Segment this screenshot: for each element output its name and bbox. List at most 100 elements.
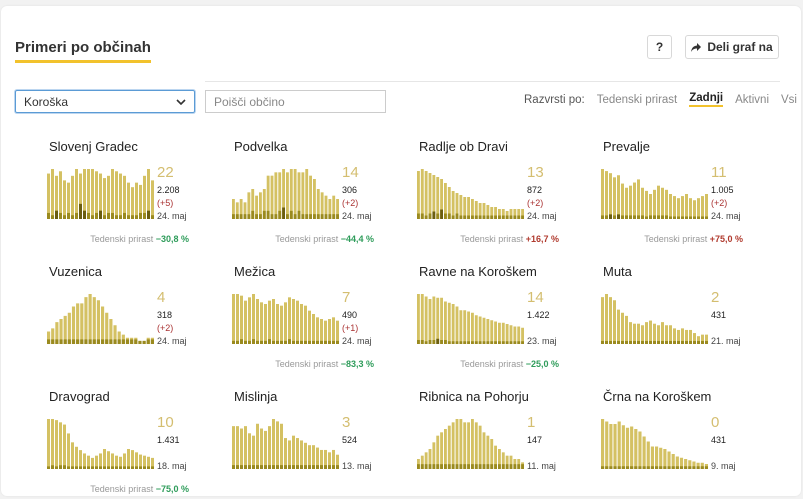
bar	[705, 334, 708, 345]
bar-new	[135, 215, 138, 219]
municipality-panel[interactable]: Mislinja 3 524 13. maj	[232, 389, 409, 499]
sort-option-active[interactable]: Aktivni	[735, 93, 770, 106]
total-value: 1.422	[527, 310, 550, 320]
bar	[605, 294, 608, 344]
bar-new	[420, 340, 424, 344]
bar	[101, 306, 105, 344]
bar-new	[107, 212, 110, 219]
bar	[494, 321, 497, 344]
bar	[490, 320, 494, 344]
bar	[75, 169, 78, 219]
bar-new	[240, 465, 243, 469]
bar-new	[55, 466, 58, 469]
weekly-growth-label: Tedenski prirast	[644, 234, 710, 244]
bar-new	[621, 215, 624, 219]
bar-new	[609, 214, 612, 220]
bar-new	[689, 216, 692, 219]
municipality-panel[interactable]: Črna na Koroškem 0 431 9. maj	[601, 389, 778, 499]
help-button[interactable]: ?	[647, 35, 672, 59]
bar	[95, 455, 98, 469]
bar	[71, 442, 74, 469]
municipality-panel[interactable]: Dravograd 10 1.431 18. maj Tedenski prirast …	[47, 389, 224, 499]
bar-new	[701, 340, 704, 344]
bar	[232, 426, 235, 469]
bar-new	[653, 340, 656, 344]
total-value: 1.431	[157, 435, 180, 445]
bar-new	[139, 212, 142, 219]
date-value: 24. maj	[342, 211, 372, 221]
bar	[700, 462, 704, 469]
bar	[268, 300, 271, 344]
bar-new	[107, 466, 110, 469]
municipality-panel[interactable]: Radlje ob Dravi 13 872 (+2) 24. maj Tedenski …	[417, 139, 594, 249]
bar-new	[649, 340, 652, 344]
municipality-panel[interactable]: Ravne na Koroškem 14 1.422 23. maj Tedenski …	[417, 264, 594, 374]
bar-new	[276, 340, 279, 344]
bar-new	[653, 215, 656, 219]
bar-new	[613, 215, 616, 219]
bar-new	[490, 464, 494, 469]
bar	[91, 457, 94, 469]
municipality-panel[interactable]: Vuzenica 4 318 (+2) 24. maj	[47, 264, 224, 374]
bar	[440, 297, 443, 344]
bar	[316, 189, 320, 219]
bar-new	[455, 464, 459, 469]
bar	[705, 194, 708, 219]
sort-option-all[interactable]: Vsi	[781, 93, 797, 106]
bar-new	[455, 213, 459, 219]
bar-new	[467, 341, 470, 344]
municipality-panel[interactable]: Prevalje 11 1.005 (+2) 24. maj Tedenski prira…	[601, 139, 778, 249]
bar-new	[236, 340, 239, 344]
sort-option-latest[interactable]: Zadnji	[689, 92, 724, 107]
bar-new	[605, 466, 609, 469]
bar-new	[63, 339, 67, 345]
share-button[interactable]: Deli graf na	[685, 35, 779, 59]
bar	[268, 426, 271, 469]
bar	[139, 454, 142, 469]
bar	[92, 297, 96, 345]
bar	[297, 172, 301, 219]
bar-new	[613, 340, 616, 344]
region-select[interactable]: Koroška	[15, 90, 195, 113]
bar	[308, 310, 311, 344]
bar-new	[139, 466, 142, 469]
bar-new	[451, 341, 455, 344]
bar-new	[517, 341, 521, 344]
bar-new	[420, 213, 424, 219]
search-input[interactable]: Poišči občino	[205, 90, 386, 113]
bar-new	[705, 340, 708, 344]
bar	[613, 424, 617, 469]
bar	[663, 449, 667, 469]
bar-new	[286, 214, 289, 219]
bar	[679, 457, 684, 469]
bar-chart	[232, 169, 339, 219]
bar	[613, 177, 616, 219]
bar	[255, 195, 258, 219]
sort-option-weekly[interactable]: Tedenski prirast	[596, 93, 678, 106]
municipality-panel[interactable]: Podvelka 14 306 (+2) 24. maj Tedenski prirast…	[232, 139, 409, 249]
bar	[432, 442, 436, 469]
municipality-panel[interactable]: Slovenj Gradec 22 2.208 (+5) 24. maj Tedenski…	[47, 139, 224, 249]
bar-new	[47, 466, 50, 469]
bar-new	[417, 464, 420, 469]
municipality-panel[interactable]: Mežica 7 490 (+1) 24. maj Tedenski prirast −8…	[232, 264, 409, 374]
bar-new	[513, 341, 517, 344]
total-value: 490	[342, 310, 358, 320]
total-value: 1.005	[711, 185, 734, 195]
bar-new	[625, 466, 630, 469]
total-value: 147	[527, 435, 543, 445]
bar	[625, 315, 628, 345]
bar-new	[87, 466, 90, 469]
latest-value: 14	[342, 164, 359, 181]
municipality-panel[interactable]: Ribnica na Pohorju 1 147 11. maj	[417, 389, 594, 499]
bar	[328, 199, 332, 219]
municipality-name: Podvelka	[234, 139, 288, 154]
bar	[127, 182, 130, 219]
municipality-panel[interactable]: Muta 2 431 21. maj	[601, 264, 778, 374]
bar-new	[693, 340, 696, 344]
bar-new	[284, 465, 287, 469]
bar	[76, 303, 80, 345]
bar	[63, 424, 66, 469]
bar	[336, 454, 339, 469]
date-value: 18. maj	[157, 461, 187, 471]
